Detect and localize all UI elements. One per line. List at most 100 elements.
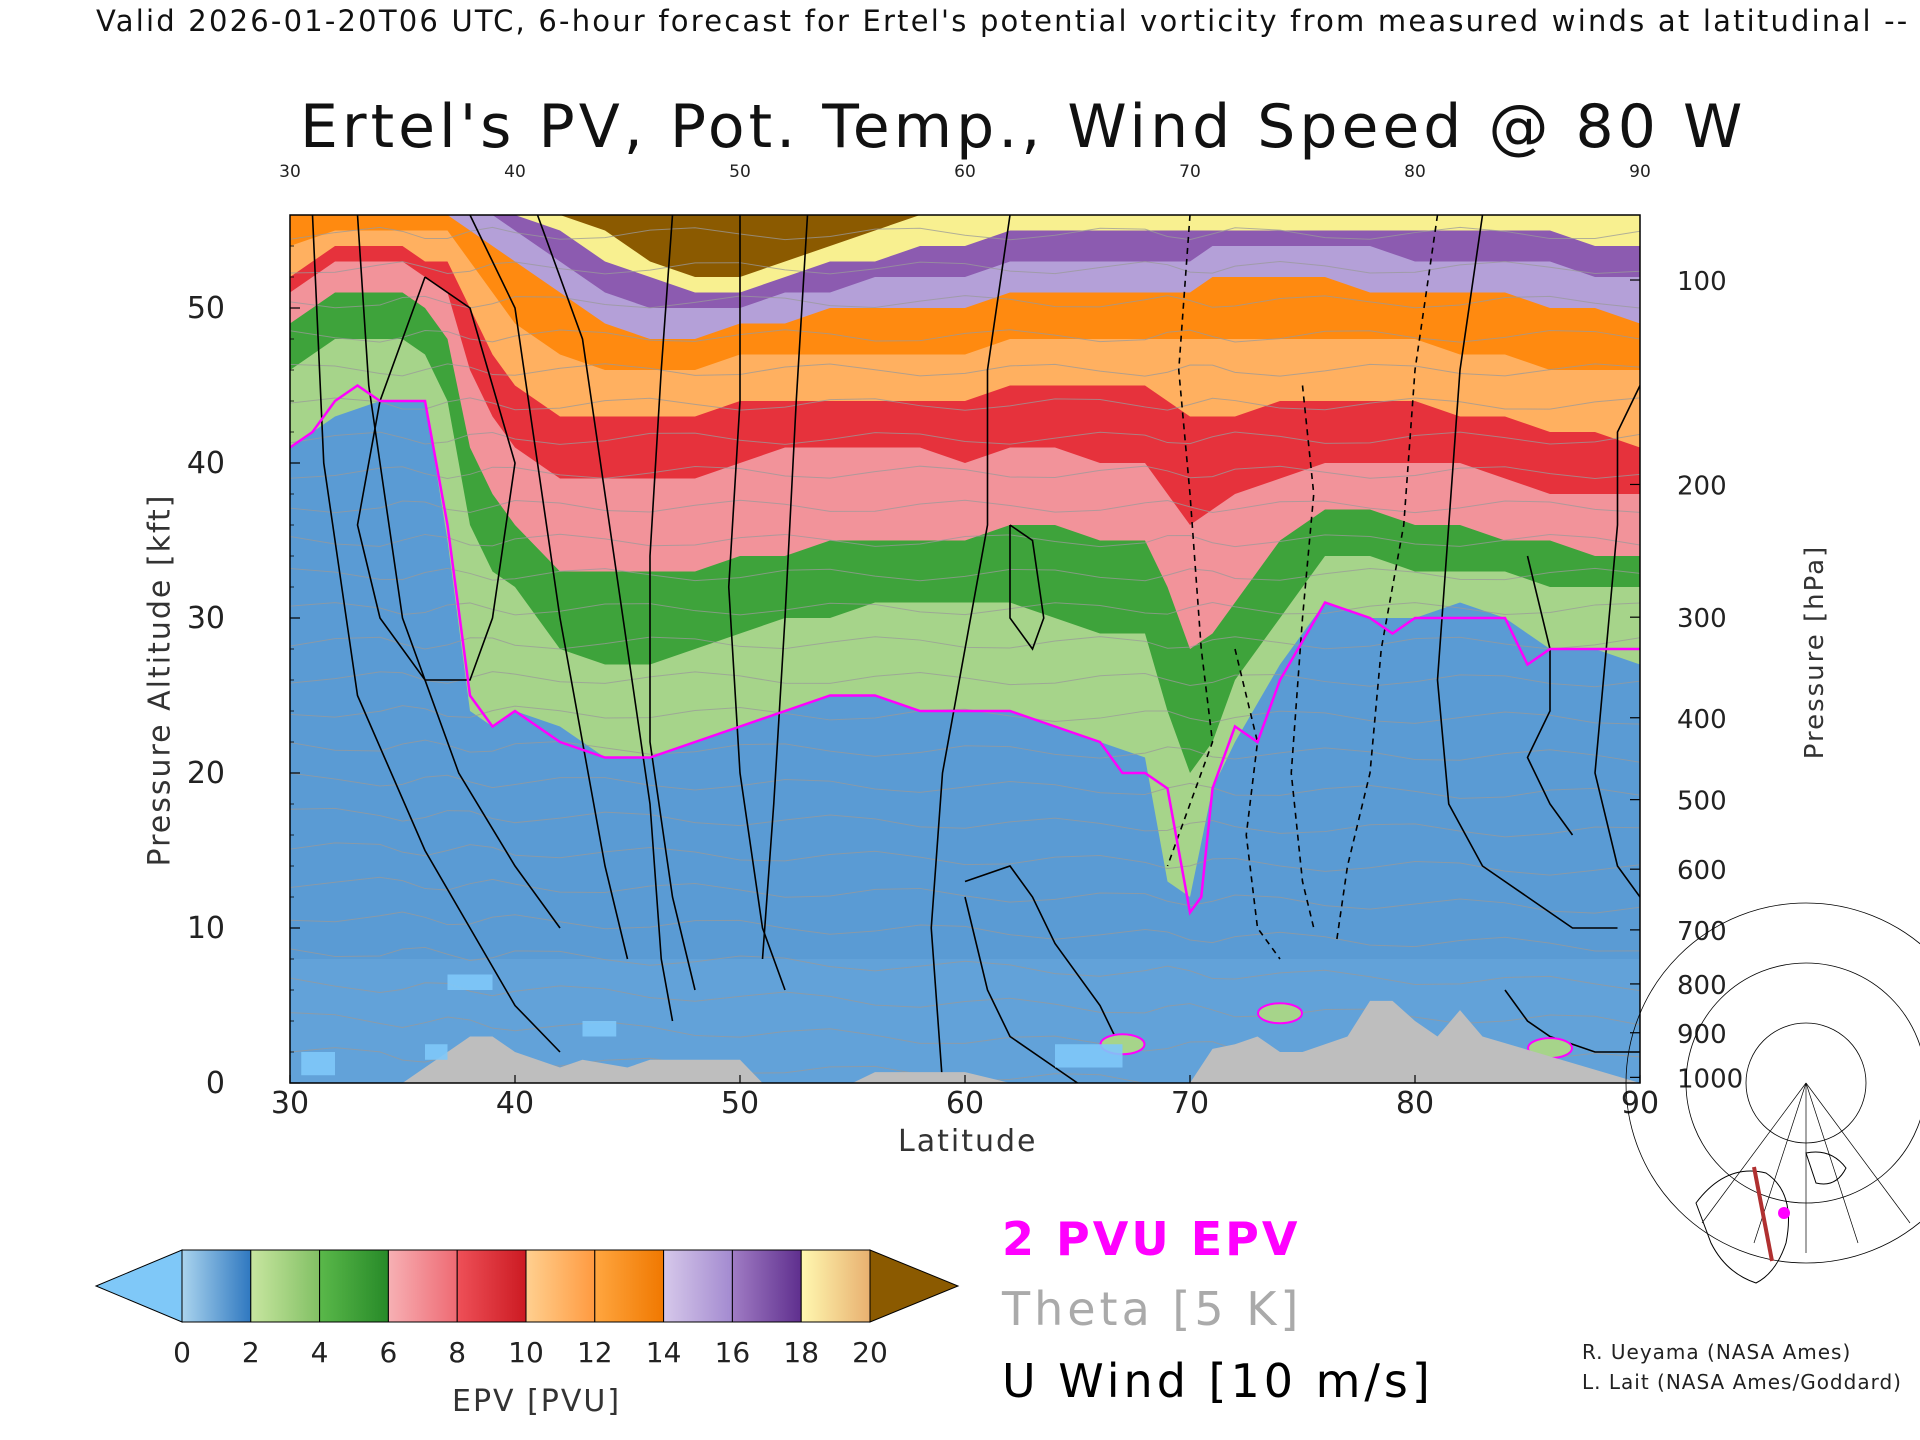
colorbar-tick-label: 4 xyxy=(311,1336,329,1369)
wind-contour xyxy=(536,215,674,1022)
credit-author-1: R. Ueyama (NASA Ames) xyxy=(1582,1340,1852,1364)
colorbar-segment xyxy=(319,1249,389,1323)
y-right-tick-label: 100 xyxy=(1677,267,1727,297)
theta-isentrope xyxy=(290,226,1640,241)
map-parallel xyxy=(1625,902,1920,1264)
y-left-tick-label: 40 xyxy=(187,446,225,481)
y-right-tick-label: 600 xyxy=(1677,856,1727,886)
wind-contour xyxy=(761,215,809,960)
map-background xyxy=(1656,1143,1859,1298)
y-right-tick-label: 800 xyxy=(1677,971,1727,1001)
colorbar-segment xyxy=(663,1249,733,1323)
wind-contour xyxy=(964,896,1078,1083)
colorbar-tick-label: 18 xyxy=(783,1336,819,1369)
y-right-tick-label: 1000 xyxy=(1677,1064,1743,1094)
terrain xyxy=(290,1000,1640,1083)
y-right-tick-label: 700 xyxy=(1677,917,1727,947)
colorbar-below-triangle xyxy=(94,1249,183,1323)
x-axis-label: Latitude xyxy=(898,1124,1038,1159)
x-top-tick-label: 80 xyxy=(1404,162,1426,182)
map-meridian xyxy=(1805,1082,1911,1224)
theta-isentrope xyxy=(290,946,1640,992)
colorbar-tick-label: 6 xyxy=(379,1336,397,1369)
y-right-tick-label: 300 xyxy=(1677,604,1727,634)
theta-isentrope xyxy=(290,876,1640,914)
theta-isentrope xyxy=(290,533,1640,548)
x-top-tick-label: 70 xyxy=(1179,162,1201,182)
x-top-tick-label: 60 xyxy=(954,162,976,182)
theta-isentrope xyxy=(290,739,1640,763)
colorbar-segment xyxy=(800,1249,871,1323)
theta-isentrope xyxy=(290,499,1640,514)
y-axis-left-label: Pressure Altitude [kft] xyxy=(142,493,178,867)
colorbar-above-triangle xyxy=(869,1249,960,1323)
x-tick-label: 50 xyxy=(721,1086,759,1121)
map-meridian xyxy=(1701,1082,1807,1224)
x-top-tick-label: 50 xyxy=(729,162,751,182)
wind-contour xyxy=(1166,215,1214,867)
x-top-tick-label: 30 xyxy=(279,162,301,182)
colorbar-tick-label: 14 xyxy=(646,1336,682,1369)
wind-contour xyxy=(1526,555,1574,836)
y-left-tick-label: 30 xyxy=(187,601,225,636)
map-coastline xyxy=(1805,1151,1847,1185)
locator-map xyxy=(1625,902,1920,1298)
colorbar-segment xyxy=(594,1249,665,1323)
x-tick-label: 60 xyxy=(946,1086,984,1121)
pv-band-20 xyxy=(290,215,1640,277)
map-coastline xyxy=(1695,1170,1789,1284)
y-right-tick-label: 400 xyxy=(1677,705,1727,735)
negative-pv-patch xyxy=(447,974,493,990)
wind-contour xyxy=(356,215,561,929)
theta-isentrope xyxy=(290,260,1640,275)
theta-isentrope xyxy=(290,431,1640,445)
theta-isentrope xyxy=(290,601,1640,616)
y-right-tick-label: 200 xyxy=(1677,471,1727,501)
y-left-tick-label: 10 xyxy=(187,911,225,946)
map-meridian xyxy=(1805,1082,1859,1244)
theta-isentrope xyxy=(290,807,1640,838)
colorbar-segment xyxy=(731,1249,802,1323)
x-top-tick-label: 90 xyxy=(1629,162,1651,182)
colorbar-tick-label: 12 xyxy=(577,1336,613,1369)
legend-pv: 2 PVU EPV xyxy=(1002,1212,1301,1266)
colorbar: 0 2 4 6 8 10 12 14 16 18 20 xyxy=(94,1249,960,1369)
legend-theta: Theta [5 K] xyxy=(1002,1282,1303,1336)
theta-isentrope xyxy=(290,465,1640,479)
negative-pv-patch xyxy=(425,1044,448,1060)
colorbar-tick-label: 20 xyxy=(852,1336,888,1369)
wind-contour xyxy=(1436,215,1618,929)
theta-isentrope xyxy=(290,295,1640,309)
theta-isentrope xyxy=(290,772,1640,799)
colorbar-tick-label: 10 xyxy=(508,1336,544,1369)
map-transect-line xyxy=(1752,1166,1774,1262)
wind-contour xyxy=(356,276,516,681)
theta-isentrope xyxy=(290,329,1640,343)
y-right-tick-label: 500 xyxy=(1677,787,1727,817)
y-left-tick-label: 20 xyxy=(187,756,225,791)
colorbar-segment xyxy=(525,1249,596,1323)
wind-contour xyxy=(469,215,629,960)
x-tick-label: 80 xyxy=(1396,1086,1434,1121)
theta-isentrope xyxy=(290,193,1640,205)
theta-isentrope xyxy=(290,567,1640,582)
colorbar-tick-label: 2 xyxy=(242,1336,260,1369)
plot-area xyxy=(290,193,1640,1083)
colorbar-tick-label: 8 xyxy=(448,1336,466,1369)
wind-contour xyxy=(311,215,561,1053)
colorbar-tick-label: 0 xyxy=(173,1336,191,1369)
colorbar-segment xyxy=(250,1249,321,1323)
colorbar-segment xyxy=(181,1249,252,1323)
x-tick-label: 30 xyxy=(271,1086,309,1121)
x-tick-label: 90 xyxy=(1621,1086,1659,1121)
forecast-header: Valid 2026-01-20T06 UTC, 6-hour forecast… xyxy=(96,4,1920,38)
x-tick-label: 70 xyxy=(1171,1086,1209,1121)
wind-contour xyxy=(964,865,1124,1053)
map-location-marker xyxy=(1778,1207,1790,1219)
wind-contour xyxy=(727,215,786,991)
theta-isentrope xyxy=(290,363,1640,377)
theta-isentrope xyxy=(290,842,1640,876)
two-pvu-contour xyxy=(290,383,1640,916)
x-tick-label: 40 xyxy=(496,1086,534,1121)
